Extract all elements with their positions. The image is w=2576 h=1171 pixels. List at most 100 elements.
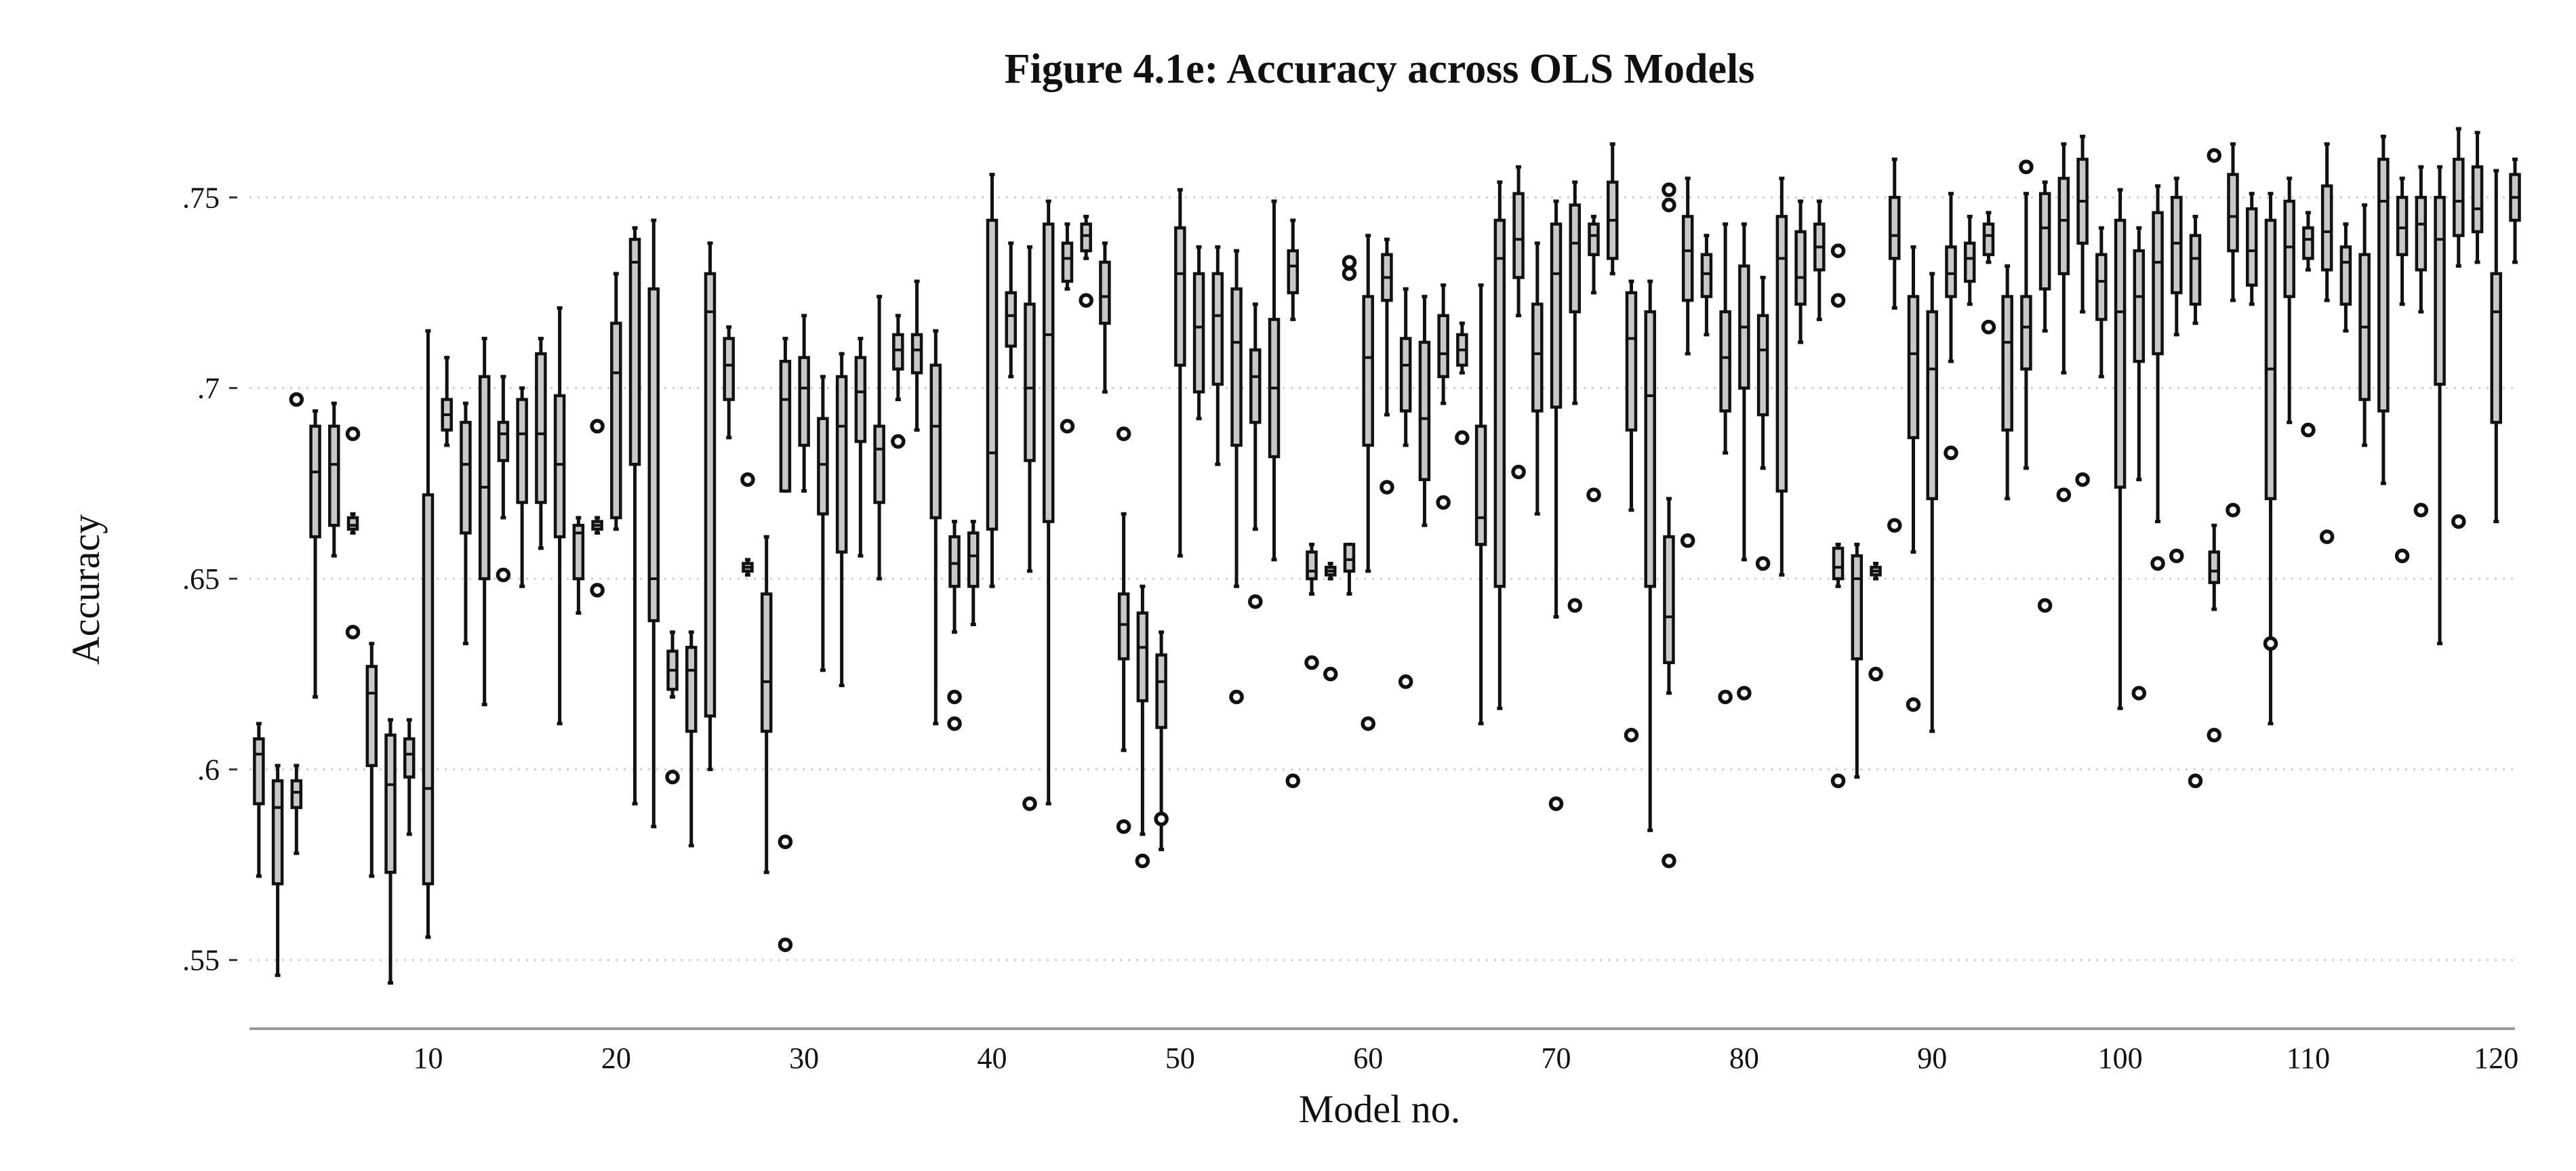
- box-model-82: [1775, 176, 1788, 577]
- iqr-box: [948, 535, 961, 588]
- iqr-box: [1756, 314, 1769, 417]
- iqr-box: [2152, 211, 2164, 356]
- box-model-60: [1361, 234, 1375, 731]
- box-model-78: [1700, 234, 1713, 337]
- box-model-41: [1005, 241, 1017, 379]
- box-model-55: [1268, 199, 1281, 562]
- iqr-box: [2434, 196, 2446, 386]
- box-model-87: [1868, 561, 1883, 682]
- iqr-box: [1155, 653, 1167, 729]
- outlier-point: [1718, 689, 1733, 705]
- iqr-box: [572, 523, 585, 581]
- outlier-point: [2451, 514, 2466, 529]
- iqr-box: [817, 417, 829, 516]
- x-axis-label: Model no.: [1299, 1087, 1460, 1131]
- box-model-77: [1680, 176, 1695, 548]
- iqr-box: [1512, 192, 1525, 279]
- iqr-box: [2227, 173, 2239, 253]
- x-tick-label: 80: [1729, 1042, 1759, 1075]
- box-model-117: [2434, 165, 2446, 646]
- outlier-point: [1079, 293, 1093, 308]
- iqr-box: [2057, 176, 2070, 276]
- box-model-1: [253, 722, 265, 878]
- box-model-8: [384, 718, 397, 985]
- box-model-29: [778, 336, 793, 952]
- outlier-point: [1830, 243, 1846, 258]
- x-tick-label: 30: [789, 1042, 819, 1075]
- iqr-box: [1249, 348, 1262, 424]
- iqr-box: [1080, 222, 1092, 253]
- outlier-point: [1737, 686, 1752, 701]
- box-model-58: [1323, 561, 1338, 682]
- outlier-point: [1342, 266, 1357, 281]
- iqr-box: [1136, 611, 1149, 703]
- outlier-point: [778, 937, 793, 952]
- x-tick-label: 70: [1542, 1042, 1571, 1075]
- outlier-point: [1830, 293, 1846, 308]
- y-tick-label: .65: [182, 562, 220, 596]
- iqr-box: [1832, 546, 1845, 581]
- iqr-box: [892, 333, 904, 371]
- iqr-box: [1644, 310, 1656, 588]
- box-model-118: [2451, 127, 2466, 529]
- box-model-14: [496, 375, 511, 583]
- iqr-box: [910, 333, 923, 375]
- box-model-106: [2226, 142, 2240, 518]
- x-tick-label: 20: [601, 1042, 631, 1075]
- x-tick-label: 110: [2287, 1042, 2330, 1075]
- iqr-box: [2208, 550, 2220, 584]
- box-model-3: [289, 392, 304, 855]
- box-model-119: [2471, 131, 2484, 264]
- iqr-box: [1362, 295, 1374, 447]
- outlier-point: [2226, 502, 2240, 518]
- x-axis: 10 20 30 40 50 60 70 80 90 100 110 120: [413, 1042, 2518, 1075]
- iqr-box: [873, 424, 885, 504]
- y-tick-label: .7: [197, 372, 220, 405]
- box-model-95: [2019, 159, 2034, 470]
- iqr-box: [1700, 253, 1713, 298]
- iqr-box: [1005, 291, 1017, 348]
- iqr-box: [1211, 272, 1224, 386]
- box-model-24: [685, 630, 698, 848]
- box-model-73: [1606, 142, 1619, 276]
- iqr-box: [535, 352, 547, 504]
- box-model-53: [1229, 249, 1244, 705]
- box-model-2: [271, 764, 284, 977]
- outlier-point: [947, 716, 962, 731]
- box-model-23: [665, 630, 680, 785]
- iqr-box: [2396, 196, 2409, 256]
- outlier-point: [740, 472, 755, 487]
- iqr-box: [1343, 543, 1356, 573]
- box-model-92: [1963, 214, 1976, 306]
- outlier-point: [1662, 853, 1676, 869]
- box-model-111: [2319, 142, 2335, 544]
- box-model-50: [1174, 188, 1186, 558]
- outlier-point: [1906, 697, 1921, 712]
- box-model-62: [1398, 287, 1413, 689]
- outlier-point: [1022, 796, 1037, 811]
- x-tick-label: 90: [1917, 1042, 1947, 1075]
- iqr-box: [2302, 226, 2314, 260]
- iqr-box: [798, 356, 810, 447]
- iqr-box: [1024, 302, 1036, 462]
- box-model-108: [2263, 192, 2278, 726]
- outlier-point: [947, 689, 962, 705]
- iqr-box: [1474, 424, 1487, 546]
- box-model-34: [873, 295, 885, 581]
- outlier-point: [2319, 529, 2335, 544]
- outlier-point: [1981, 319, 1996, 335]
- box-model-52: [1211, 245, 1224, 466]
- iqr-box: [1042, 222, 1055, 523]
- iqr-box: [384, 733, 397, 874]
- outlier-point: [2019, 159, 2034, 175]
- outlier-point: [2056, 487, 2072, 502]
- iqr-box: [1945, 245, 1957, 298]
- iqr-box: [2283, 199, 2295, 298]
- box-model-75: [1644, 279, 1656, 832]
- iqr-box: [328, 424, 340, 527]
- y-tick-label: .75: [182, 181, 220, 214]
- x-tick-label: 40: [978, 1042, 1007, 1075]
- box-model-15: [516, 386, 528, 588]
- outlier-point: [590, 583, 605, 598]
